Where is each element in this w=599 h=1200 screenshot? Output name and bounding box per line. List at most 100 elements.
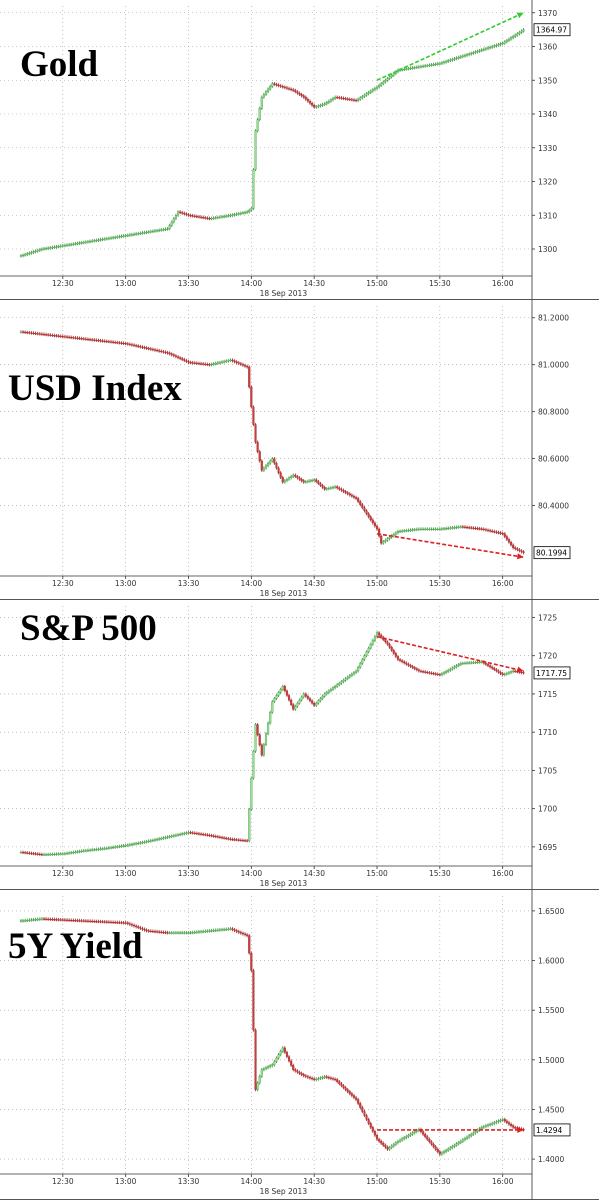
candle-body xyxy=(68,336,71,338)
candle-body xyxy=(172,835,175,837)
candle-body xyxy=(19,331,22,333)
candle-body xyxy=(202,217,205,219)
candle-body xyxy=(430,528,433,530)
candle-body xyxy=(474,527,477,530)
candle-body xyxy=(396,1141,400,1143)
x-tick-label: 12:30 xyxy=(52,579,74,588)
candle-body xyxy=(340,488,343,491)
x-tick-label: 13:30 xyxy=(178,1177,200,1186)
candle-body xyxy=(403,1137,406,1140)
candle-body xyxy=(76,243,79,245)
candle-body xyxy=(447,670,450,672)
candle-body xyxy=(103,921,106,923)
candle-body xyxy=(493,668,496,670)
candle-body xyxy=(252,169,255,209)
candle-body xyxy=(283,86,286,88)
candle-body xyxy=(281,686,284,690)
candle-body xyxy=(413,1131,416,1134)
candle-body xyxy=(436,1149,439,1152)
candle-body xyxy=(327,690,330,693)
candle-body xyxy=(107,238,110,240)
date-label: 18 Sep 2013 xyxy=(260,589,308,598)
candle-body xyxy=(99,921,102,923)
candle-body xyxy=(114,237,117,239)
candle-body xyxy=(239,212,242,215)
candle-body xyxy=(501,673,504,675)
trend-arrow-head xyxy=(516,666,524,673)
candle-body xyxy=(453,666,456,669)
candle-body xyxy=(250,386,253,408)
candle-body xyxy=(126,922,129,924)
candle-body xyxy=(229,359,232,361)
candle-body xyxy=(449,59,452,61)
candle-body xyxy=(453,58,456,60)
candle-body xyxy=(440,1152,443,1155)
candle-body xyxy=(42,334,46,336)
candle-body xyxy=(378,528,381,537)
candle-body xyxy=(298,1071,301,1074)
candle-body xyxy=(176,356,180,358)
candle-body xyxy=(428,672,431,674)
candle-body xyxy=(432,64,435,66)
candle-body xyxy=(84,241,87,243)
candle-body xyxy=(371,519,374,524)
candle-body xyxy=(158,931,161,933)
candle-body xyxy=(279,472,282,478)
candle-body xyxy=(373,636,376,641)
candle-body xyxy=(296,702,299,707)
candle-body xyxy=(294,1069,297,1072)
candle-body xyxy=(367,513,370,517)
candle-body xyxy=(55,919,58,921)
candle-body xyxy=(241,212,245,214)
candle-body xyxy=(334,486,337,488)
candle-body xyxy=(244,365,247,367)
candle-body xyxy=(233,360,236,362)
last-value-label: 1.4294 xyxy=(536,1126,562,1135)
candle-body xyxy=(72,337,75,339)
candle-body xyxy=(132,843,136,845)
candle-body xyxy=(300,1073,303,1075)
candle-body xyxy=(76,851,79,853)
candle-body xyxy=(132,344,136,346)
candle-body xyxy=(457,57,460,59)
candle-body xyxy=(407,68,410,70)
candle-body xyxy=(254,1029,257,1090)
x-tick-label: 13:00 xyxy=(115,1177,137,1186)
candle-body xyxy=(342,1085,345,1088)
candle-body xyxy=(179,211,182,213)
candle-body xyxy=(36,333,39,335)
candle-body xyxy=(36,919,39,921)
candle-body xyxy=(390,647,393,651)
candle-body xyxy=(306,1076,309,1078)
candle-body xyxy=(359,501,362,505)
last-value-label: 1717.75 xyxy=(536,669,567,678)
candle-body xyxy=(72,920,75,922)
candle-body xyxy=(112,921,115,924)
candle-body xyxy=(340,97,343,99)
candle-body xyxy=(367,92,370,94)
candle-body xyxy=(264,733,268,745)
candle-body xyxy=(279,689,282,693)
candle-body xyxy=(120,845,123,847)
candle-body xyxy=(361,659,364,664)
candle-body xyxy=(68,244,71,246)
candle-body xyxy=(193,931,196,934)
candle-body xyxy=(225,360,228,362)
candle-body xyxy=(172,218,175,223)
candle-body xyxy=(189,932,192,934)
candle-body xyxy=(350,673,353,676)
candle-body xyxy=(252,751,255,779)
candle-body xyxy=(258,451,261,462)
candle-body xyxy=(459,1141,462,1143)
candle-body xyxy=(220,837,224,839)
candle-body xyxy=(290,699,293,705)
candle-body xyxy=(132,925,136,927)
candle-body xyxy=(373,1131,376,1136)
candle-body xyxy=(21,852,25,854)
x-tick-label: 16:00 xyxy=(492,1177,514,1186)
candle-body xyxy=(281,477,284,483)
candle-body xyxy=(298,477,301,480)
candle-body xyxy=(355,670,358,673)
candle-body xyxy=(137,233,140,235)
candle-body xyxy=(304,693,307,697)
